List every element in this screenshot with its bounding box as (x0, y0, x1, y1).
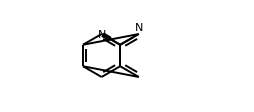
Text: N: N (98, 30, 106, 40)
Text: N: N (135, 23, 143, 33)
